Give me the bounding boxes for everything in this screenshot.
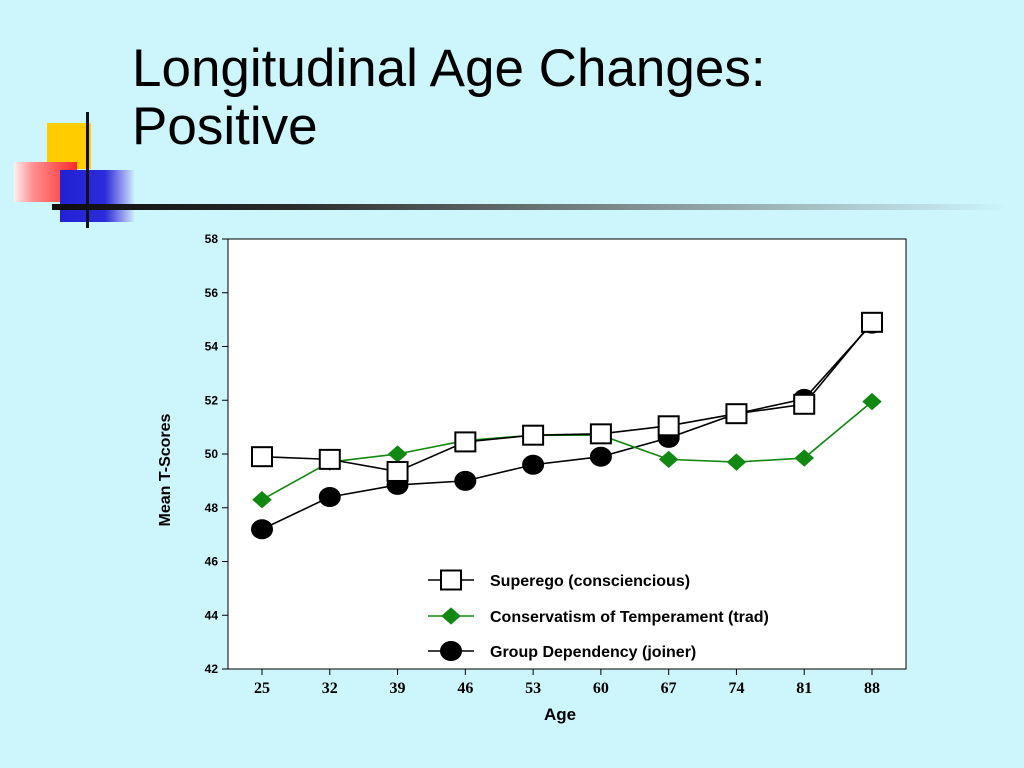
y-tick-label: 56 bbox=[205, 286, 219, 300]
legend-label: Conservatism of Temperament (trad) bbox=[490, 609, 769, 626]
x-tick-label: 53 bbox=[525, 680, 541, 697]
y-tick-label: 58 bbox=[205, 232, 219, 246]
data-point-square bbox=[386, 460, 409, 482]
decor-blue-square bbox=[60, 170, 135, 222]
x-tick-label: 74 bbox=[728, 680, 744, 697]
slide-title: Longitudinal Age Changes: Positive bbox=[132, 40, 1012, 156]
y-tick-label: 50 bbox=[205, 447, 219, 461]
series-line-circle bbox=[261, 323, 873, 530]
data-point-circle bbox=[251, 519, 273, 540]
data-point-circle bbox=[454, 470, 477, 491]
legend-label: Superego (consciencious) bbox=[490, 573, 690, 590]
data-point-square bbox=[454, 431, 477, 453]
x-tick-label: 81 bbox=[796, 680, 812, 697]
decor-yellow-square bbox=[47, 123, 91, 169]
data-point-circle bbox=[522, 454, 545, 475]
y-tick-label: 54 bbox=[205, 340, 219, 354]
x-axis-label: Age bbox=[544, 705, 576, 724]
legend-marker-diamond bbox=[441, 607, 461, 625]
x-tick-label: 25 bbox=[254, 680, 270, 697]
title-underline bbox=[52, 204, 1007, 210]
legend-marker-square bbox=[440, 569, 462, 591]
data-point-square bbox=[657, 415, 680, 437]
data-point-square bbox=[725, 403, 748, 425]
x-tick-label: 46 bbox=[457, 680, 473, 697]
x-tick-label: 60 bbox=[593, 680, 609, 697]
data-point-circle bbox=[589, 446, 612, 467]
series-line-square bbox=[261, 321, 873, 473]
data-point-square bbox=[589, 423, 612, 445]
data-point-circle bbox=[318, 487, 341, 507]
y-tick-label: 52 bbox=[205, 393, 219, 407]
x-tick-label: 39 bbox=[390, 680, 406, 697]
slide-title-line-2: Positive bbox=[132, 97, 318, 156]
data-point-square bbox=[793, 393, 816, 415]
x-tick-label: 67 bbox=[661, 680, 677, 697]
data-point-square bbox=[861, 311, 883, 333]
data-point-square bbox=[522, 424, 545, 446]
legend-label: Group Dependency (joiner) bbox=[490, 644, 696, 661]
data-point-square bbox=[251, 446, 273, 468]
legend-marker-circle bbox=[440, 641, 462, 661]
data-point-diamond bbox=[658, 450, 679, 469]
x-tick-label: 32 bbox=[322, 680, 338, 697]
y-axis-label: Mean T-Scores bbox=[157, 413, 174, 526]
data-point-diamond bbox=[726, 453, 747, 471]
y-tick-label: 44 bbox=[205, 608, 219, 622]
data-point-diamond bbox=[862, 392, 882, 411]
data-point-diamond bbox=[794, 449, 814, 467]
y-tick-label: 48 bbox=[205, 501, 219, 515]
slide-title-line-1: Longitudinal Age Changes: bbox=[132, 39, 766, 98]
y-tick-label: 42 bbox=[205, 662, 219, 676]
plot-area bbox=[227, 238, 907, 670]
data-point-square bbox=[318, 448, 341, 470]
x-tick-label: 88 bbox=[864, 680, 880, 697]
data-point-diamond bbox=[252, 491, 272, 509]
decor-vertical-line bbox=[86, 112, 89, 228]
y-tick-label: 46 bbox=[205, 555, 219, 569]
